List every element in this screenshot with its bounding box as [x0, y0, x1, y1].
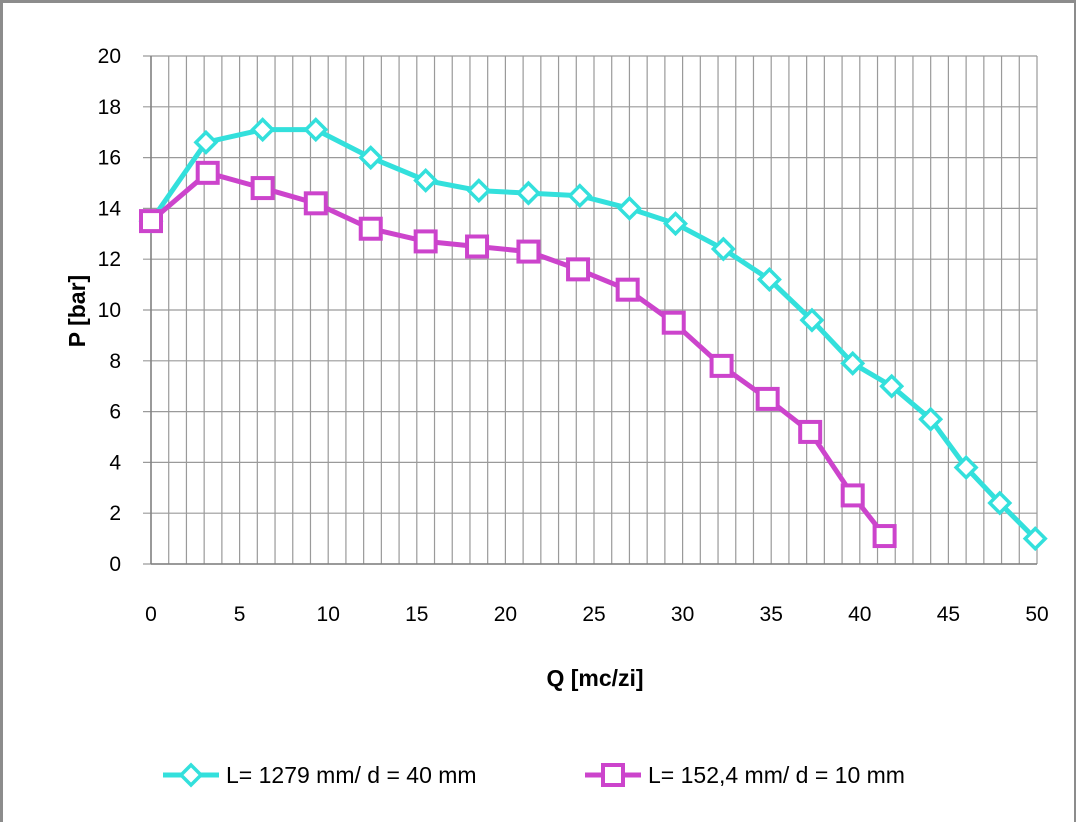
- data-point: [799, 307, 825, 333]
- data-point: [755, 386, 780, 411]
- data-point: [616, 195, 642, 221]
- y-tick-label: 16: [98, 147, 121, 170]
- data-point: [566, 257, 591, 282]
- x-tick-label: 25: [582, 603, 605, 626]
- series-line-1: [148, 127, 1037, 541]
- data-point: [250, 117, 276, 143]
- x-tick-label: 5: [234, 603, 246, 626]
- legend-item-2: L= 152,4 mm/ d = 10 mm: [585, 762, 905, 788]
- data-point: [567, 183, 593, 209]
- data-point: [840, 350, 866, 376]
- data-point: [465, 234, 490, 259]
- chart-svg: 0 2 4 6 8 10 12 14 16 18 20 0 5 10 15 20 25 30 35 40 45 50 Q …: [64, 45, 1049, 788]
- data-point: [303, 117, 329, 143]
- data-point: [195, 160, 220, 185]
- y-tick-label: 10: [98, 299, 121, 322]
- legend-marker: [601, 763, 625, 787]
- series-1: [138, 117, 1048, 552]
- data-point: [879, 373, 905, 399]
- data-point: [798, 419, 823, 444]
- data-point: [303, 191, 328, 216]
- x-tick-label: 20: [494, 603, 517, 626]
- data-point: [515, 180, 541, 206]
- x-tick-label: 10: [317, 603, 340, 626]
- data-point: [358, 145, 384, 171]
- y-tick-label: 12: [98, 248, 121, 271]
- data-point: [756, 267, 782, 292]
- data-point: [840, 483, 865, 508]
- x-tick-label: 35: [760, 603, 783, 626]
- data-point: [139, 209, 163, 234]
- x-axis-title: Q [mc/zi]: [546, 665, 643, 691]
- x-tick-label: 50: [1025, 603, 1048, 626]
- y-tick-label: 8: [109, 350, 121, 373]
- data-point: [413, 167, 439, 193]
- x-tick-label: 15: [405, 603, 428, 626]
- data-point: [615, 277, 640, 302]
- axis-layer: 0 2 4 6 8 10 12 14 16 18 20 0 5 10 15 20 25 30 35 40 45 50: [98, 45, 1049, 626]
- series-line-2: [149, 170, 887, 538]
- y-tick-label: 18: [98, 96, 121, 119]
- data-point: [709, 353, 734, 378]
- data-point: [516, 239, 541, 264]
- data-point: [663, 211, 688, 237]
- y-tick-label: 4: [109, 451, 121, 474]
- x-tick-label: 30: [671, 603, 694, 626]
- legend-label: L= 1279 mm/ d = 40 mm: [226, 762, 477, 788]
- x-tick-label: 0: [145, 603, 157, 626]
- series-layer: [138, 117, 1048, 552]
- data-point: [661, 310, 686, 335]
- data-point: [1022, 526, 1048, 552]
- data-point: [413, 229, 438, 254]
- legend-item-1: L= 1279 mm/ d = 40 mm: [163, 762, 477, 788]
- data-point: [466, 178, 492, 204]
- data-point: [872, 524, 897, 549]
- x-tick-label: 40: [848, 603, 871, 626]
- legend-marker: [178, 762, 204, 788]
- data-point: [918, 406, 944, 432]
- legend: L= 1279 mm/ d = 40 mm L= 152,4 mm/ d = 10…: [163, 762, 905, 788]
- grid-layer: [143, 55, 1038, 565]
- legend-label: L= 152,4 mm/ d = 10 mm: [648, 762, 905, 788]
- data-point: [987, 490, 1013, 516]
- x-tick-label: 45: [937, 603, 960, 626]
- y-tick-label: 0: [109, 553, 121, 576]
- y-tick-label: 20: [98, 45, 121, 68]
- data-point: [358, 216, 383, 241]
- y-tick-label: 14: [98, 197, 122, 220]
- data-point: [250, 176, 275, 201]
- data-point: [710, 236, 736, 262]
- y-tick-label: 6: [109, 401, 121, 424]
- y-axis-title: P [bar]: [64, 275, 90, 347]
- y-tick-label: 2: [109, 502, 121, 525]
- data-point: [953, 455, 979, 480]
- data-point: [193, 129, 219, 155]
- series-2: [139, 160, 897, 549]
